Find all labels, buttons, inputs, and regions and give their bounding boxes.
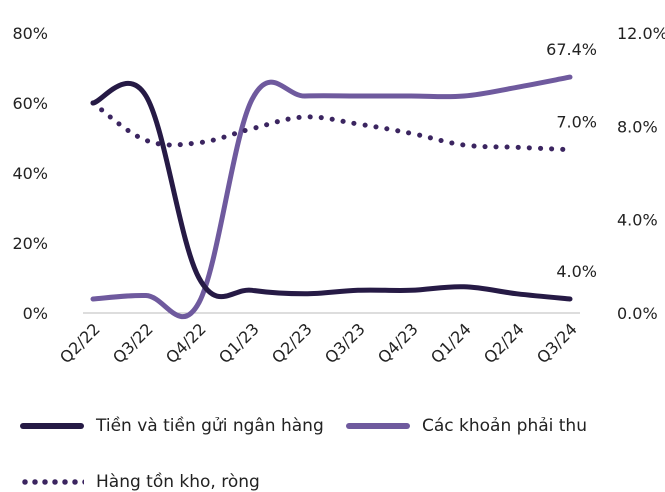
- legend-label-receivables: Các khoản phải thu: [422, 416, 587, 436]
- right-tick-label: 12.0%: [617, 24, 665, 43]
- right-tick-label: 4.0%: [617, 211, 658, 230]
- x-tick-label: Q4/23: [374, 319, 422, 367]
- x-tick-label: Q3/22: [109, 319, 157, 367]
- data-labels: 67.4% 7.0% 4.0%: [546, 40, 597, 281]
- left-tick-label: 60%: [12, 94, 48, 113]
- x-tick-label: Q1/24: [427, 319, 475, 367]
- legend-label-cash: Tiền và tiền gửi ngân hàng: [96, 416, 324, 436]
- legend-swatch-receivables: [346, 423, 410, 429]
- right-tick-label: 8.0%: [617, 117, 658, 136]
- data-label: 7.0%: [556, 113, 597, 132]
- x-tick-label: Q1/23: [215, 319, 263, 367]
- chart: 0%20%40%60%80% 0.0%4.0%8.0%12.0% Q2/22 Q3…: [12, 24, 665, 367]
- left-tick-label: 40%: [12, 164, 48, 183]
- right-tick-label: 0.0%: [617, 304, 658, 323]
- series-line-cash: [90, 80, 573, 302]
- right-axis-ticks: 0.0% 4.0% 8.0% 12.0%: [617, 24, 665, 323]
- left-axis-ticks: 0% 20% 40% 60% 80%: [12, 24, 48, 323]
- data-label: 67.4%: [546, 40, 597, 59]
- x-tick-label: Q3/23: [321, 319, 369, 367]
- legend-swatch-inventory: [20, 479, 84, 485]
- x-tick-label: Q2/24: [480, 319, 528, 367]
- x-tick-label: Q4/22: [162, 319, 210, 367]
- series-line-inventory: [90, 100, 573, 153]
- left-tick-label: 0%: [23, 304, 48, 323]
- x-tick-label: Q2/22: [56, 319, 104, 367]
- x-tick-label: Q2/23: [268, 319, 316, 367]
- data-label: 4.0%: [556, 262, 597, 281]
- x-tick-label: Q3/24: [533, 319, 581, 367]
- legend-item-receivables: Các khoản phải thu: [346, 416, 587, 436]
- legend-label-inventory: Hàng tồn kho, ròng: [96, 472, 260, 492]
- x-axis-ticks: Q2/22 Q3/22 Q4/22 Q1/23 Q2/23 Q3/23 Q4/23 Q1/24…: [56, 319, 581, 367]
- legend-item-inventory: Hàng tồn kho, ròng: [20, 472, 260, 492]
- legend-item-cash: Tiền và tiền gửi ngân hàng: [20, 416, 324, 436]
- legend-swatch-cash: [20, 423, 84, 429]
- series-line-receivables: [90, 74, 573, 320]
- left-tick-label: 80%: [12, 24, 48, 43]
- left-tick-label: 20%: [12, 234, 48, 253]
- series-lines: [90, 74, 573, 320]
